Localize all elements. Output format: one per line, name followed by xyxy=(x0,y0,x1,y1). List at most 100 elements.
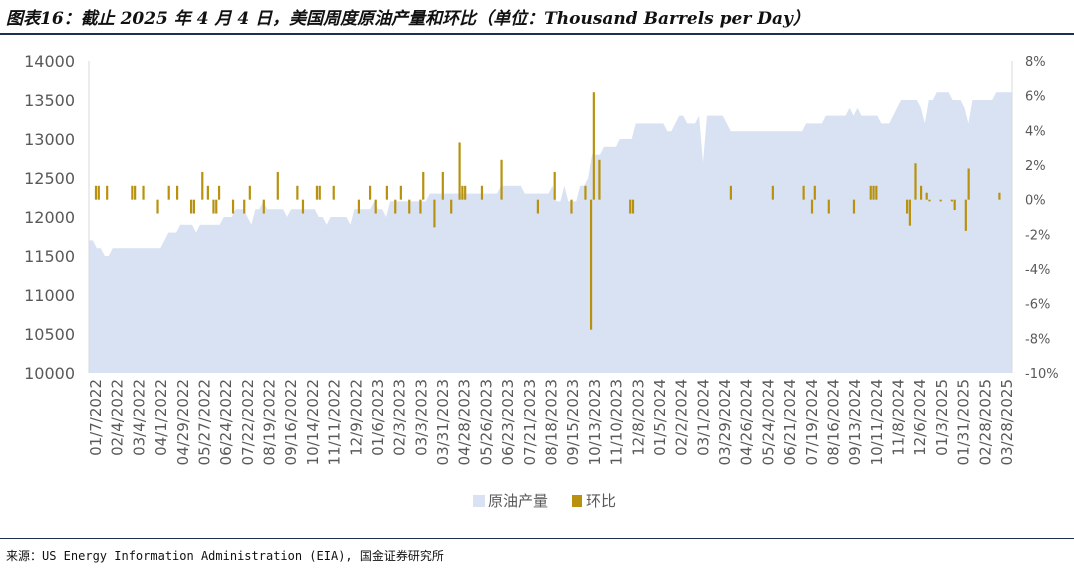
production-area xyxy=(89,92,1012,373)
mom-bar xyxy=(97,185,100,200)
x-tick-label: 04/29/2022 xyxy=(174,379,192,465)
x-tick-label: 09/13/2024 xyxy=(846,379,864,465)
mom-bar xyxy=(570,199,573,214)
mom-bar xyxy=(217,185,221,200)
x-tick-label: 03/1/2024 xyxy=(694,379,712,456)
mom-bar xyxy=(131,185,134,200)
top-divider xyxy=(0,33,1074,35)
left-tick-label: 12500 xyxy=(24,169,75,188)
left-y-axis: 14000 13500 13000 12500 12000 11500 11000 10500… xyxy=(24,52,75,383)
mom-bar xyxy=(461,185,464,200)
mom-bar xyxy=(771,185,774,200)
x-axis: 01/7/2022 02/4/2022 03/4/2022 04/1/2022 04/2… xyxy=(87,379,1016,465)
mom-bar xyxy=(908,199,912,226)
x-tick-label: 05/24/2024 xyxy=(759,379,777,465)
mom-bar xyxy=(433,199,436,228)
x-tick-label: 08/19/2022 xyxy=(261,379,279,465)
mom-bar xyxy=(872,185,875,200)
right-tick-label: 8% xyxy=(1025,55,1046,70)
mom-bar xyxy=(276,171,279,200)
legend-label-bar: 环比 xyxy=(586,492,616,510)
x-tick-label: 05/27/2022 xyxy=(195,379,213,465)
x-tick-label: 04/28/2023 xyxy=(456,379,474,465)
mom-bar xyxy=(301,199,305,214)
mom-bar xyxy=(464,185,467,200)
left-tick-label: 11000 xyxy=(24,286,75,305)
mom-bar xyxy=(441,171,444,200)
mom-bar xyxy=(399,185,402,200)
mom-bar xyxy=(206,185,209,200)
x-tick-label: 06/24/2022 xyxy=(217,379,235,465)
x-tick-label: 12/6/2024 xyxy=(911,379,929,456)
mom-bar xyxy=(296,185,299,200)
mom-bar xyxy=(939,199,942,202)
x-tick-label: 02/3/2023 xyxy=(391,379,409,456)
mom-bar xyxy=(212,199,215,214)
x-tick-label: 06/21/2024 xyxy=(781,379,799,465)
chart: 14000 13500 13000 12500 12000 11500 11000 10500… xyxy=(24,52,1059,510)
right-tick-label: -10% xyxy=(1025,367,1059,382)
mom-bar xyxy=(176,185,179,200)
x-tick-label: 10/13/2023 xyxy=(586,379,604,465)
x-tick-label: 07/21/2023 xyxy=(521,379,539,465)
x-tick-label: 06/23/2023 xyxy=(499,379,517,465)
mom-bar xyxy=(536,199,540,214)
x-tick-label: 09/15/2023 xyxy=(564,379,582,465)
x-tick-label: 01/3/2025 xyxy=(933,379,951,456)
mom-bar xyxy=(231,199,235,214)
right-tick-label: 2% xyxy=(1025,159,1046,174)
x-tick-label: 03/3/2023 xyxy=(412,379,430,456)
mom-bar xyxy=(192,199,195,214)
mom-bar xyxy=(729,185,732,200)
mom-bar xyxy=(953,199,956,211)
x-tick-label: 08/16/2024 xyxy=(824,379,842,465)
mom-bar xyxy=(94,185,98,200)
legend: 原油产量 环比 xyxy=(473,492,616,510)
mom-bar xyxy=(598,159,601,200)
right-tick-label: -4% xyxy=(1025,263,1050,278)
mom-bar xyxy=(920,185,923,200)
mom-bar xyxy=(106,185,109,200)
mom-bar xyxy=(869,185,872,200)
mom-bar xyxy=(914,163,917,200)
mom-bar xyxy=(422,171,425,200)
mom-bar xyxy=(394,199,397,214)
x-tick-label: 11/10/2023 xyxy=(608,379,626,465)
mom-bar xyxy=(450,199,453,214)
right-tick-label: -8% xyxy=(1025,332,1050,347)
x-tick-label: 01/31/2025 xyxy=(955,379,973,465)
mom-bar xyxy=(357,199,361,214)
left-tick-label: 11500 xyxy=(24,247,75,266)
x-tick-label: 07/22/2022 xyxy=(239,379,257,465)
x-tick-label: 10/11/2024 xyxy=(868,379,886,465)
x-tick-label: 02/28/2025 xyxy=(976,379,994,465)
x-tick-label: 10/14/2022 xyxy=(304,379,322,465)
mom-bar xyxy=(201,171,204,200)
mom-bar xyxy=(243,199,246,214)
right-tick-label: 4% xyxy=(1025,124,1046,139)
mom-bar xyxy=(906,199,909,214)
mom-bar xyxy=(215,199,218,214)
x-tick-label: 12/8/2023 xyxy=(629,379,647,456)
mom-bar xyxy=(369,185,372,200)
mom-bar xyxy=(813,185,816,200)
mom-bar xyxy=(629,199,632,214)
mom-bar xyxy=(458,142,461,200)
mom-bar xyxy=(408,199,411,214)
mom-bar xyxy=(592,92,595,200)
source-note: 来源：US Energy Information Administration … xyxy=(6,549,444,563)
mom-bar xyxy=(167,185,170,200)
x-tick-label: 11/8/2024 xyxy=(890,379,908,456)
mom-bar xyxy=(925,192,928,200)
mom-bar xyxy=(480,185,484,200)
x-tick-label: 03/4/2022 xyxy=(130,379,148,456)
mom-bar xyxy=(315,185,319,200)
left-tick-label: 10500 xyxy=(24,325,75,344)
mom-bar xyxy=(374,199,377,214)
x-tick-label: 09/16/2022 xyxy=(282,379,300,465)
mom-bar xyxy=(852,199,856,214)
mom-bar xyxy=(584,185,587,200)
plot-area xyxy=(88,61,1013,373)
x-tick-label: 04/1/2022 xyxy=(152,379,170,456)
x-tick-label: 03/31/2023 xyxy=(434,379,452,465)
